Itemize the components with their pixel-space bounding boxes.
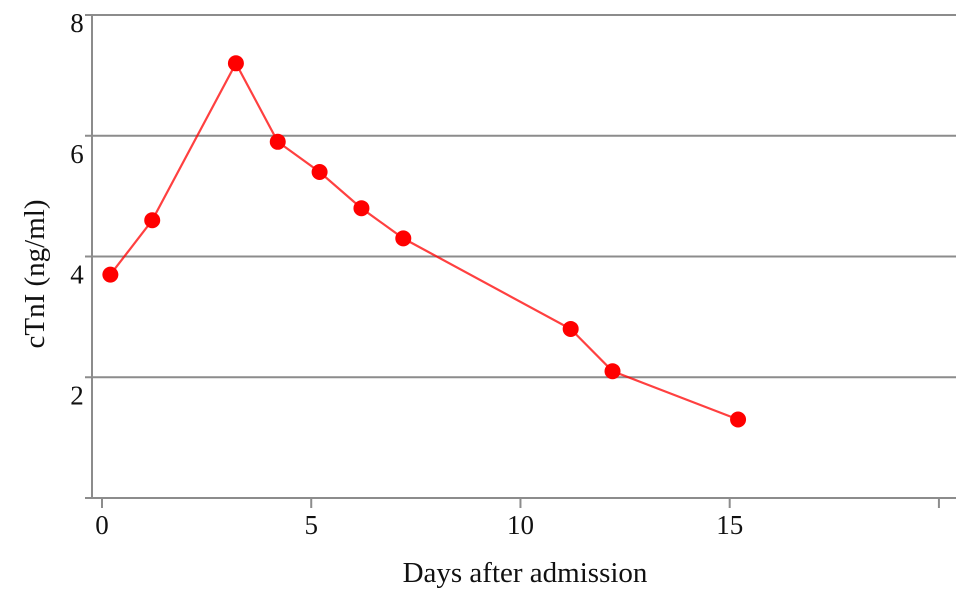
data-point: [604, 363, 621, 380]
data-series: [102, 55, 747, 428]
data-point: [562, 320, 579, 337]
data-point: [269, 133, 286, 150]
data-point: [227, 55, 244, 72]
axes: [85, 14, 956, 508]
series-line: [109, 60, 739, 421]
y-tick-label: 4: [70, 260, 84, 290]
x-tick-label: 10: [507, 510, 534, 540]
gridlines: [92, 14, 956, 379]
x-axis-title: Days after admission: [403, 557, 648, 589]
data-point: [395, 230, 412, 247]
y-tick-label: 8: [70, 8, 84, 38]
y-tick-label: 2: [70, 380, 84, 410]
x-tick-label: 15: [716, 510, 743, 540]
data-point: [102, 266, 119, 283]
data-point: [311, 163, 328, 180]
data-point: [144, 212, 161, 229]
x-tick-label: 0: [95, 510, 109, 540]
data-point: [730, 411, 747, 428]
y-tick-label: 6: [70, 139, 84, 169]
x-tick-label: 5: [304, 510, 318, 540]
tick-labels: 2 4 6 8 0 5 10 15: [70, 8, 743, 540]
y-axis-title: cTnI (ng/ml): [19, 200, 51, 349]
data-point: [353, 200, 370, 217]
